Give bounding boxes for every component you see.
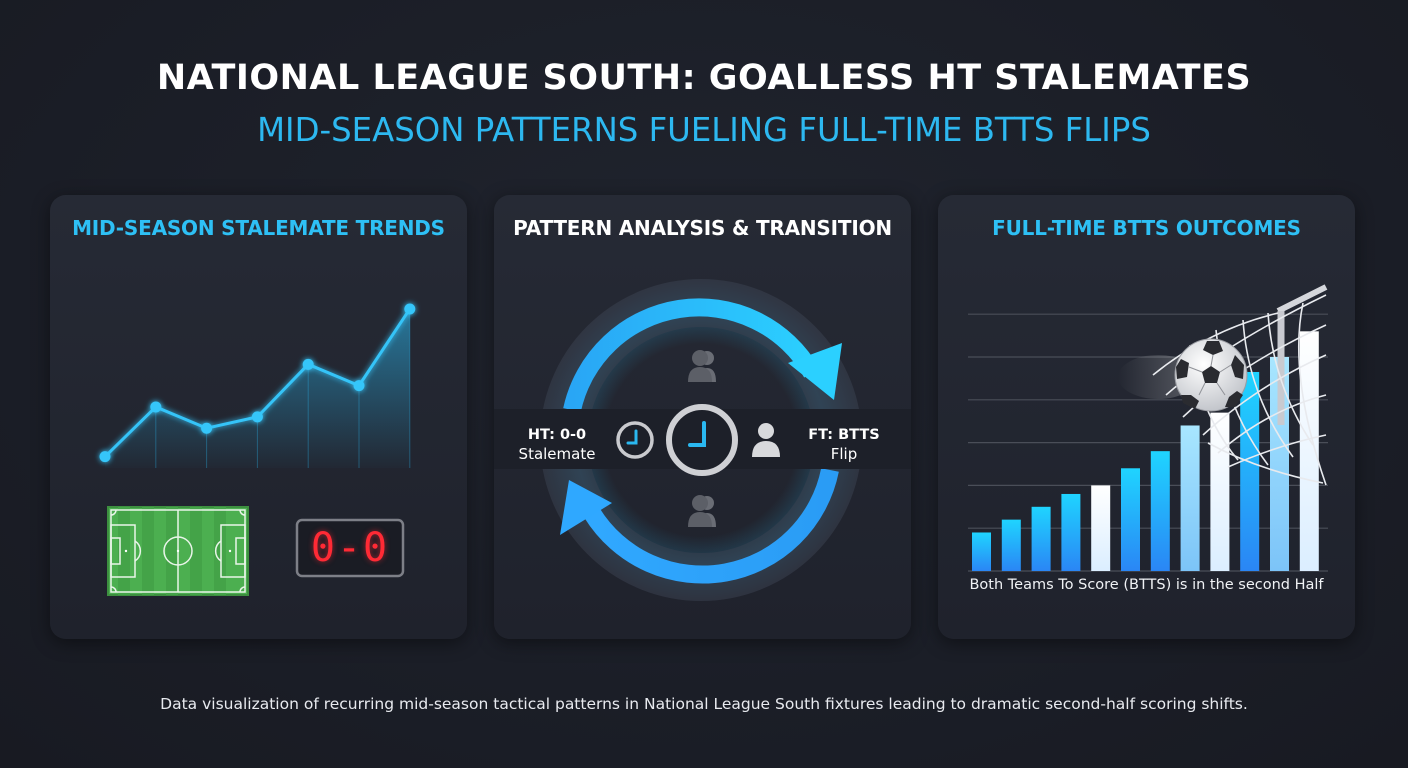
data-point: [404, 303, 416, 315]
page-subtitle: MID-SEASON PATTERNS FUELING FULL-TIME BT…: [257, 110, 1151, 149]
panel-stalemate-trends: MID-SEASON STALEMATE TRENDS: [50, 195, 467, 639]
ft-label: FT: BTTS Flip: [808, 427, 880, 463]
panel-pattern-analysis: PATTERN ANALYSIS & TRANSITION: [494, 195, 911, 639]
group-icon: [688, 350, 716, 382]
bar: [1210, 412, 1230, 571]
scoreboard-icon: [295, 518, 405, 578]
group-icon: [688, 495, 716, 527]
person-icon: [752, 423, 780, 457]
panel-title: PATTERN ANALYSIS & TRANSITION: [513, 216, 892, 240]
ht-label: HT: 0-0 Stalemate: [518, 427, 596, 463]
data-point: [201, 422, 213, 434]
data-point: [150, 401, 162, 413]
panel-title: MID-SEASON STALEMATE TRENDS: [72, 216, 445, 240]
bar: [1240, 371, 1260, 571]
clock-large-icon: [666, 404, 738, 476]
bar: [972, 532, 991, 571]
scoreboard-score: 0-0: [310, 525, 390, 571]
bar: [1061, 493, 1081, 571]
soccer-ball-icon: [1174, 338, 1248, 412]
clock-icon: [616, 421, 654, 459]
line-chart: [99, 303, 416, 596]
bar: [1180, 425, 1200, 571]
data-point: [251, 411, 263, 423]
panel-btts-outcomes: FULL-TIME BTTS OUTCOMES: [938, 195, 1355, 639]
bar: [1299, 331, 1319, 571]
page-title: NATIONAL LEAGUE SOUTH: GOALLESS HT STALE…: [156, 58, 1252, 98]
bar: [1121, 468, 1140, 571]
footer-caption: Data visualization of recurring mid-seas…: [160, 695, 1248, 713]
bar-chart-caption: Both Teams To Score (BTTS) is in the sec…: [969, 577, 1324, 593]
data-point: [99, 451, 111, 463]
bar: [1091, 485, 1111, 571]
bar: [1150, 451, 1170, 571]
bar: [1031, 506, 1051, 571]
bar-chart: [968, 284, 1328, 572]
bar: [1001, 519, 1021, 571]
data-point: [353, 380, 365, 392]
data-point: [302, 358, 314, 370]
panel-title: FULL-TIME BTTS OUTCOMES: [992, 216, 1301, 240]
football-pitch-icon: [107, 506, 249, 596]
cycle-arrows-icon: [494, 279, 911, 601]
